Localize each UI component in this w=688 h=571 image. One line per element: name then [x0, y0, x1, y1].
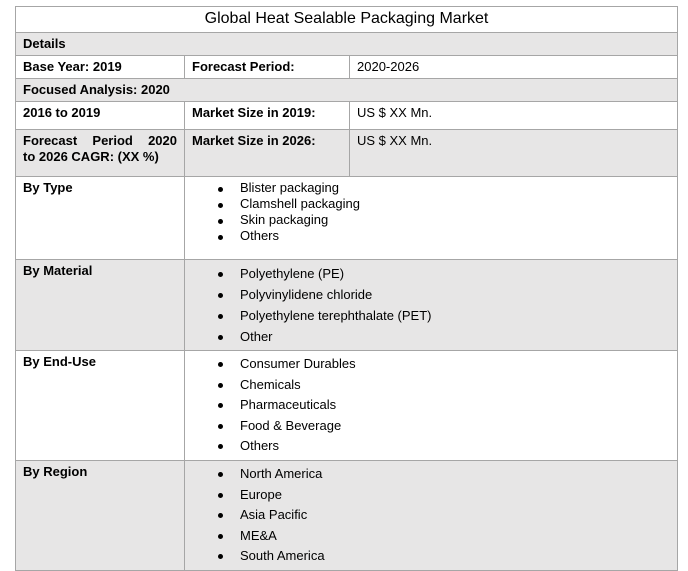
base-year: Base Year: 2019: [15, 55, 185, 79]
cagr-line-2: to 2026 CAGR: (XX %): [23, 149, 159, 164]
list-item: Consumer Durables: [192, 354, 670, 375]
segment-label-end-use: By End-Use: [15, 350, 185, 461]
focused-analysis: Focused Analysis: 2020: [14, 78, 679, 102]
list-item: Food & Beverage: [192, 416, 670, 437]
list-item: Polyethylene terephthalate (PET): [192, 305, 670, 326]
list-item: Polyvinylidene chloride: [192, 284, 670, 305]
details-header: Details: [14, 32, 679, 56]
list-item: Blister packaging: [192, 180, 670, 196]
list-item: Others: [192, 228, 670, 244]
segment-label-region: By Region: [15, 459, 185, 571]
segment-items-type: Blister packaging Clamshell packaging Sk…: [183, 176, 679, 260]
list-item: Others: [192, 436, 670, 457]
segment-label-type: By Type: [15, 176, 185, 260]
segment-items-material: Polyethylene (PE) Polyvinylidene chlorid…: [183, 259, 679, 351]
list-item: North America: [192, 464, 670, 485]
list-item: Europe: [192, 485, 670, 506]
list-item: Pharmaceuticals: [192, 395, 670, 416]
list-item: Skin packaging: [192, 212, 670, 228]
list-item: Polyethylene (PE): [192, 263, 670, 284]
market-size-2026-value: US $ XX Mn.: [348, 129, 679, 177]
segment-items-region: North America Europe Asia Pacific ME&A S…: [183, 459, 679, 571]
cagr-label: Forecast Period 2020 to 2026 CAGR: (XX %…: [15, 129, 185, 177]
list-item: Chemicals: [192, 375, 670, 396]
list-item: ME&A: [192, 526, 670, 547]
forecast-period-value: 2020-2026: [348, 55, 679, 79]
list-item: Other: [192, 326, 670, 347]
table-title: Global Heat Sealable Packaging Market: [14, 6, 679, 33]
market-size-2026-label: Market Size in 2026:: [184, 129, 350, 177]
cagr-line-1: Forecast Period 2020: [23, 133, 177, 148]
forecast-period-label: Forecast Period:: [184, 55, 350, 79]
list-item: Clamshell packaging: [192, 196, 670, 212]
market-size-2019-value: US $ XX Mn.: [348, 101, 679, 130]
list-item: South America: [192, 546, 670, 567]
market-size-2019-label: Market Size in 2019:: [184, 101, 350, 130]
historic-period: 2016 to 2019: [15, 101, 185, 130]
segment-label-material: By Material: [15, 259, 185, 351]
market-summary-table: Global Heat Sealable Packaging Market De…: [14, 6, 679, 571]
segment-items-end-use: Consumer Durables Chemicals Pharmaceutic…: [183, 350, 679, 461]
list-item: Asia Pacific: [192, 505, 670, 526]
